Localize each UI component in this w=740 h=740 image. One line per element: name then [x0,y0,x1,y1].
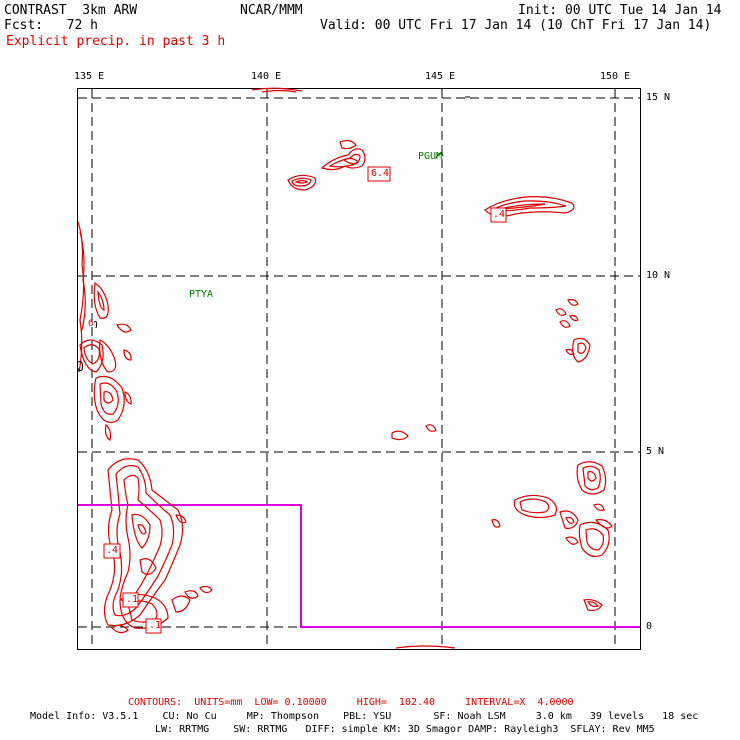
lon-label-150: 150 E [600,71,631,82]
station-ptya: PTYA [189,289,214,300]
map-frame [77,88,641,650]
contour-label-0-4-west: .4 [106,545,119,556]
field-description: Explicit precip. in past 3 h [6,34,226,49]
forecast-hour: Fcst: 72 h [4,18,98,33]
lon-label-145: 145 E [425,71,456,82]
precip-contours [77,87,613,649]
organization-label: NCAR/MMM [240,3,303,18]
contour-label-boxes [103,166,507,634]
contour-label-6: 6 [88,319,94,329]
coastline [77,96,470,372]
lat-label-5n: 5 N [646,446,665,457]
init-time: Init: 00 UTC Tue 14 Jan 14 [518,3,722,18]
lat-label-10n: 10 N [646,270,671,281]
model-info-line2: LW: RRTMG SW: RRTMG DIFF: simple KM: 3D … [155,724,655,735]
model-title: CONTRAST 3km ARW [4,3,138,18]
lat-label-0: 0 [646,621,653,632]
contour-label-0-1-b: .1 [149,620,162,631]
lat-label-15n: 15 N [646,92,671,103]
lon-label-135: 135 E [74,71,105,82]
inner-domain-boundary [78,504,640,628]
contour-label-6-4: 6.4 [371,168,390,179]
contour-label-0-4-east: .4 [493,209,506,220]
valid-time: Valid: 00 UTC Fri 17 Jan 14 (10 ChT Fri … [320,18,712,33]
station-pgum: PGUM [418,151,443,162]
lon-label-140: 140 E [251,71,282,82]
model-info-line1: Model Info: V3.5.1 CU: No Cu MP: Thompso… [30,711,699,722]
contour-label-0-1-a: .1 [126,594,139,605]
contours-info: CONTOURS: UNITS=mm LOW= 0.10000 HIGH= 10… [128,697,574,708]
lat-lon-grid [78,89,640,649]
